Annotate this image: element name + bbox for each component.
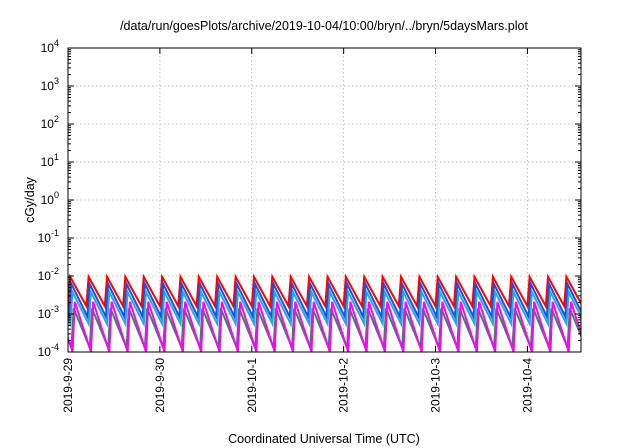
series-line-1 bbox=[48, 273, 602, 310]
mask-right bbox=[581, 0, 640, 448]
y-tick-labels: 10-4 10-3 10-2 10-1 100 101 102 103 104 bbox=[38, 38, 59, 359]
x-tick-label: 2019-9-30 bbox=[153, 358, 167, 413]
x-tick-label: 2019-10-1 bbox=[245, 358, 259, 413]
y-tick-label: 100 bbox=[41, 190, 59, 207]
y-tick-label: 103 bbox=[41, 76, 59, 93]
series-layer bbox=[48, 273, 607, 353]
mask-left bbox=[0, 0, 68, 448]
x-tick-label: 2019-9-29 bbox=[61, 358, 75, 413]
mask-bottom bbox=[0, 352, 640, 448]
ticks-layer bbox=[67, 47, 581, 353]
y-axis-title: cGy/day bbox=[23, 176, 37, 223]
y-tick-label: 104 bbox=[41, 38, 59, 55]
x-tick-label: 2019-10-3 bbox=[429, 358, 443, 413]
x-axis-title: Coordinated Universal Time (UTC) bbox=[228, 432, 420, 446]
series-line-3 bbox=[50, 288, 605, 328]
chart-title: /data/run/goesPlots/archive/2019-10-04/1… bbox=[120, 19, 528, 33]
y-tick-label: 101 bbox=[41, 152, 59, 169]
series-line-2 bbox=[49, 280, 603, 321]
y-tick-label: 10-1 bbox=[38, 228, 59, 245]
x-tick-label: 2019-10-2 bbox=[337, 358, 351, 413]
y-tick-label: 102 bbox=[41, 114, 59, 131]
y-tick-label: 10-2 bbox=[38, 266, 59, 283]
x-tick-labels: 2019-9-29 2019-9-30 2019-10-1 2019-10-2 2019… bbox=[61, 358, 534, 413]
y-tick-label: 10-3 bbox=[38, 304, 59, 321]
x-tick-label: 2019-10-4 bbox=[520, 358, 534, 413]
y-tick-label: 10-4 bbox=[38, 342, 59, 359]
